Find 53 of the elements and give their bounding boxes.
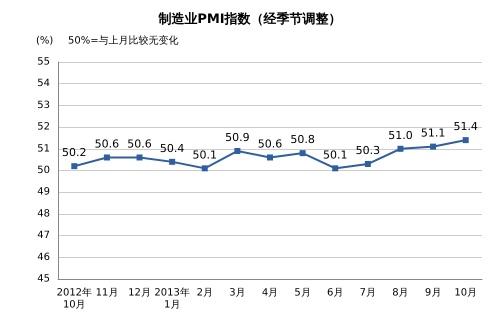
data-label: 51.1	[420, 126, 446, 140]
point	[430, 144, 436, 150]
data-label: 50.8	[290, 133, 315, 146]
data-label: 50.2	[62, 146, 87, 160]
y-tick-label: 54	[37, 78, 50, 90]
y-tick-label: 46	[37, 252, 50, 263]
x-tick-label: 9月	[424, 288, 442, 298]
point	[397, 146, 404, 152]
x-tick-label: 10月	[454, 288, 478, 298]
x-tick-label: 7月	[360, 288, 376, 298]
x-tick-label: 12月	[128, 288, 151, 298]
x-tick-label: 6月	[327, 288, 344, 298]
data-label: 50.4	[160, 142, 184, 155]
y-tick-label: 55	[37, 56, 50, 68]
data-label: 50.3	[356, 144, 380, 157]
point	[462, 137, 469, 144]
y-tick-label: 45	[37, 274, 50, 284]
y-tick-label: 53	[37, 100, 50, 111]
point	[71, 163, 78, 170]
data-label: 50.9	[225, 130, 250, 144]
data-label: 50.6	[258, 137, 282, 150]
text: 50%=与上月比较无变化	[68, 34, 179, 46]
x-tick-label: 11月	[96, 288, 118, 298]
point	[332, 165, 338, 172]
x-tick-label: 5月	[294, 288, 311, 298]
y-tick-label: 48	[37, 208, 50, 220]
x-tick-label: 2012年 10月	[56, 286, 92, 310]
x-tick-label: 4月	[262, 288, 278, 298]
point	[202, 165, 208, 172]
y-tick-label: 49	[37, 186, 50, 198]
data-label: 51.0	[388, 128, 413, 142]
point	[234, 148, 240, 154]
data-label: 50.1	[192, 148, 218, 162]
data-label: 50.6	[127, 137, 152, 150]
point	[364, 160, 371, 167]
y-tick-label: 52	[37, 122, 50, 133]
chart-title: 制造业PMI指数（经季节调整）	[157, 11, 342, 27]
x-tick-label: 3月	[229, 288, 246, 298]
data-label: 50.6	[94, 137, 120, 150]
point	[104, 154, 110, 160]
x-tick-label: 2013年 1月	[154, 286, 190, 310]
x-tick-label: 8月	[392, 288, 409, 298]
y-tick-label: 51	[37, 143, 50, 154]
point	[300, 150, 306, 156]
y-tick-label: 50	[37, 165, 50, 176]
point	[169, 158, 176, 165]
point	[267, 154, 273, 160]
x-tick-label: 2月	[196, 288, 213, 298]
point	[136, 154, 143, 160]
data-label: 51.4	[453, 120, 478, 134]
data-label: 50.1	[322, 148, 348, 162]
y-axis-title: (%)	[36, 36, 54, 46]
y-tick-label: 47	[37, 230, 50, 242]
